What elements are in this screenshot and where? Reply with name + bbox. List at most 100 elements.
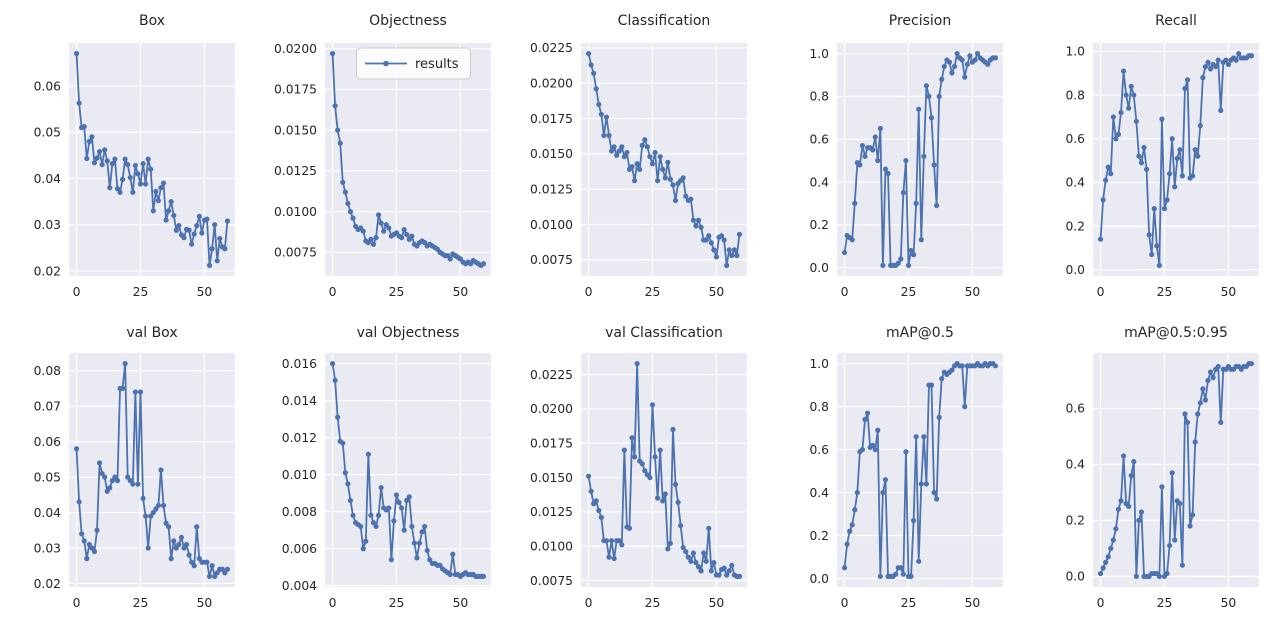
svg-text:0: 0 (1097, 596, 1105, 610)
svg-text:0.06: 0.06 (34, 435, 62, 449)
axes-background (325, 353, 491, 587)
x-tick-labels: 0 25 50 (585, 596, 725, 610)
svg-text:25: 25 (901, 596, 917, 610)
x-tick-labels: 0 25 50 (329, 285, 469, 299)
svg-text:0.0175: 0.0175 (530, 437, 573, 451)
svg-text:50: 50 (1221, 596, 1237, 610)
svg-text:25: 25 (133, 285, 149, 299)
svg-text:0.4: 0.4 (809, 175, 829, 189)
svg-text:50: 50 (453, 596, 469, 610)
svg-text:50: 50 (709, 596, 725, 610)
svg-text:0.0175: 0.0175 (530, 112, 573, 126)
x-tick-labels: 0 25 50 (73, 285, 213, 299)
svg-text:0.006: 0.006 (282, 542, 317, 556)
svg-text:25: 25 (645, 285, 661, 299)
svg-text:0: 0 (841, 596, 849, 610)
svg-text:1.0: 1.0 (809, 357, 829, 371)
svg-text:0.0075: 0.0075 (530, 574, 573, 588)
y-tick-labels: 0.02 0.03 0.04 0.05 0.06 (34, 79, 62, 278)
svg-text:0.0225: 0.0225 (530, 41, 573, 55)
series-markers (1097, 50, 1255, 269)
svg-text:0.8: 0.8 (809, 90, 829, 104)
x-tick-labels: 0 25 50 (841, 596, 981, 610)
svg-text:0.012: 0.012 (282, 431, 317, 445)
box-loss-plot: 0.02 0.03 0.04 0.05 0.06 0 25 50 (34, 42, 236, 299)
svg-text:0.016: 0.016 (282, 357, 317, 371)
subplot-title: val Objectness (356, 325, 460, 341)
val-objectness-loss-plot: 0.004 0.006 0.008 0.010 0.012 0.014 0.016 0 25 50 (282, 352, 492, 610)
svg-text:0.0075: 0.0075 (530, 253, 573, 267)
svg-text:0.0150: 0.0150 (530, 147, 573, 161)
svg-text:1.0: 1.0 (1065, 45, 1085, 59)
svg-text:0.0: 0.0 (809, 261, 829, 275)
svg-text:0.0075: 0.0075 (274, 246, 317, 260)
classification-loss-plot: 0.0075 0.0100 0.0125 0.0150 0.0175 0.0200 0.02… (530, 41, 748, 299)
svg-text:0.08: 0.08 (34, 364, 61, 378)
svg-text:0.05: 0.05 (34, 470, 61, 484)
y-tick-labels: 0.004 0.006 0.008 0.010 0.012 0.014 0.016 (282, 357, 317, 593)
subplot-title: mAP@0.5:0.95 (1124, 325, 1228, 341)
svg-text:0.0200: 0.0200 (530, 402, 573, 416)
svg-text:50: 50 (965, 596, 981, 610)
svg-text:0.010: 0.010 (282, 468, 317, 482)
svg-text:0.8: 0.8 (809, 400, 829, 414)
svg-text:25: 25 (1157, 285, 1173, 299)
svg-text:0.004: 0.004 (282, 579, 317, 593)
svg-text:0.0125: 0.0125 (530, 182, 573, 196)
x-tick-labels: 0 25 50 (585, 285, 725, 299)
legend-marker-sample (383, 60, 389, 67)
svg-text:0.4: 0.4 (1065, 176, 1085, 190)
x-tick-labels: 0 25 50 (73, 596, 213, 610)
series-markers (585, 50, 743, 269)
axes-background (1093, 353, 1259, 587)
grid-lines (836, 42, 1004, 277)
y-tick-labels: 0.0 0.2 0.4 0.6 0.8 1.0 (1065, 45, 1085, 277)
svg-text:0.0150: 0.0150 (530, 471, 573, 485)
recall-plot: 0.0 0.2 0.4 0.6 0.8 1.0 0 25 50 (1065, 42, 1260, 299)
svg-text:0.03: 0.03 (34, 541, 61, 555)
series-markers (329, 361, 487, 579)
svg-text:25: 25 (389, 596, 405, 610)
svg-text:0.0200: 0.0200 (530, 77, 573, 91)
svg-text:50: 50 (965, 285, 981, 299)
subplot-val-classification: val Classification 0.0075 0.0100 0.0125 0.0… (512, 320, 768, 640)
svg-text:1.0: 1.0 (809, 47, 829, 61)
series-markers (1097, 361, 1255, 579)
subplot-precision: Precision 0.0 0.2 0.4 0.6 0.8 1.0 0 25 50 (768, 0, 1024, 320)
svg-text:25: 25 (389, 285, 405, 299)
subplot-title: mAP@0.5 (886, 325, 954, 341)
svg-text:0: 0 (73, 596, 81, 610)
svg-text:25: 25 (901, 285, 917, 299)
grid-lines (580, 352, 748, 588)
grid-lines (1092, 352, 1260, 588)
legend-box (356, 47, 471, 80)
subplot-title: val Box (126, 325, 178, 341)
svg-text:0.8: 0.8 (1065, 88, 1085, 102)
objectness-loss-plot: 0.0075 0.0100 0.0125 0.0150 0.0175 0.0200 0 25 5… (274, 42, 492, 299)
y-tick-labels: 0.0075 0.0100 0.0125 0.0150 0.0175 0.0200 (274, 42, 317, 260)
svg-text:0.04: 0.04 (34, 506, 62, 520)
svg-text:50: 50 (197, 285, 213, 299)
legend-label: results (415, 57, 459, 72)
series-markers (841, 50, 999, 269)
svg-text:0.008: 0.008 (282, 505, 317, 519)
svg-text:0.6: 0.6 (1065, 402, 1085, 416)
subplot-objectness: Objectness 0.0075 0.0100 0.0125 0.0150 0.017… (256, 0, 512, 320)
subplot-title: val Classification (605, 325, 723, 341)
y-tick-labels: 0.0 0.2 0.4 0.6 (1065, 402, 1085, 584)
svg-text:50: 50 (709, 285, 725, 299)
svg-text:25: 25 (645, 596, 661, 610)
svg-text:0.0100: 0.0100 (530, 218, 573, 232)
x-tick-labels: 0 25 50 (841, 285, 981, 299)
svg-text:0.0125: 0.0125 (274, 164, 317, 178)
svg-text:50: 50 (197, 596, 213, 610)
series-markers (73, 361, 231, 579)
svg-text:0.0: 0.0 (809, 572, 829, 586)
series-markers (841, 361, 999, 579)
svg-text:50: 50 (1221, 285, 1237, 299)
subplot-box: Box 0.02 0.03 0.04 0.05 0.06 0 25 50 (0, 0, 256, 320)
subplot-recall: Recall 0.0 0.2 0.4 0.6 0.8 1.0 0 25 50 (1024, 0, 1280, 320)
series-markers (585, 361, 743, 579)
x-tick-labels: 0 25 50 (1097, 285, 1237, 299)
svg-text:0.2: 0.2 (1065, 514, 1085, 528)
